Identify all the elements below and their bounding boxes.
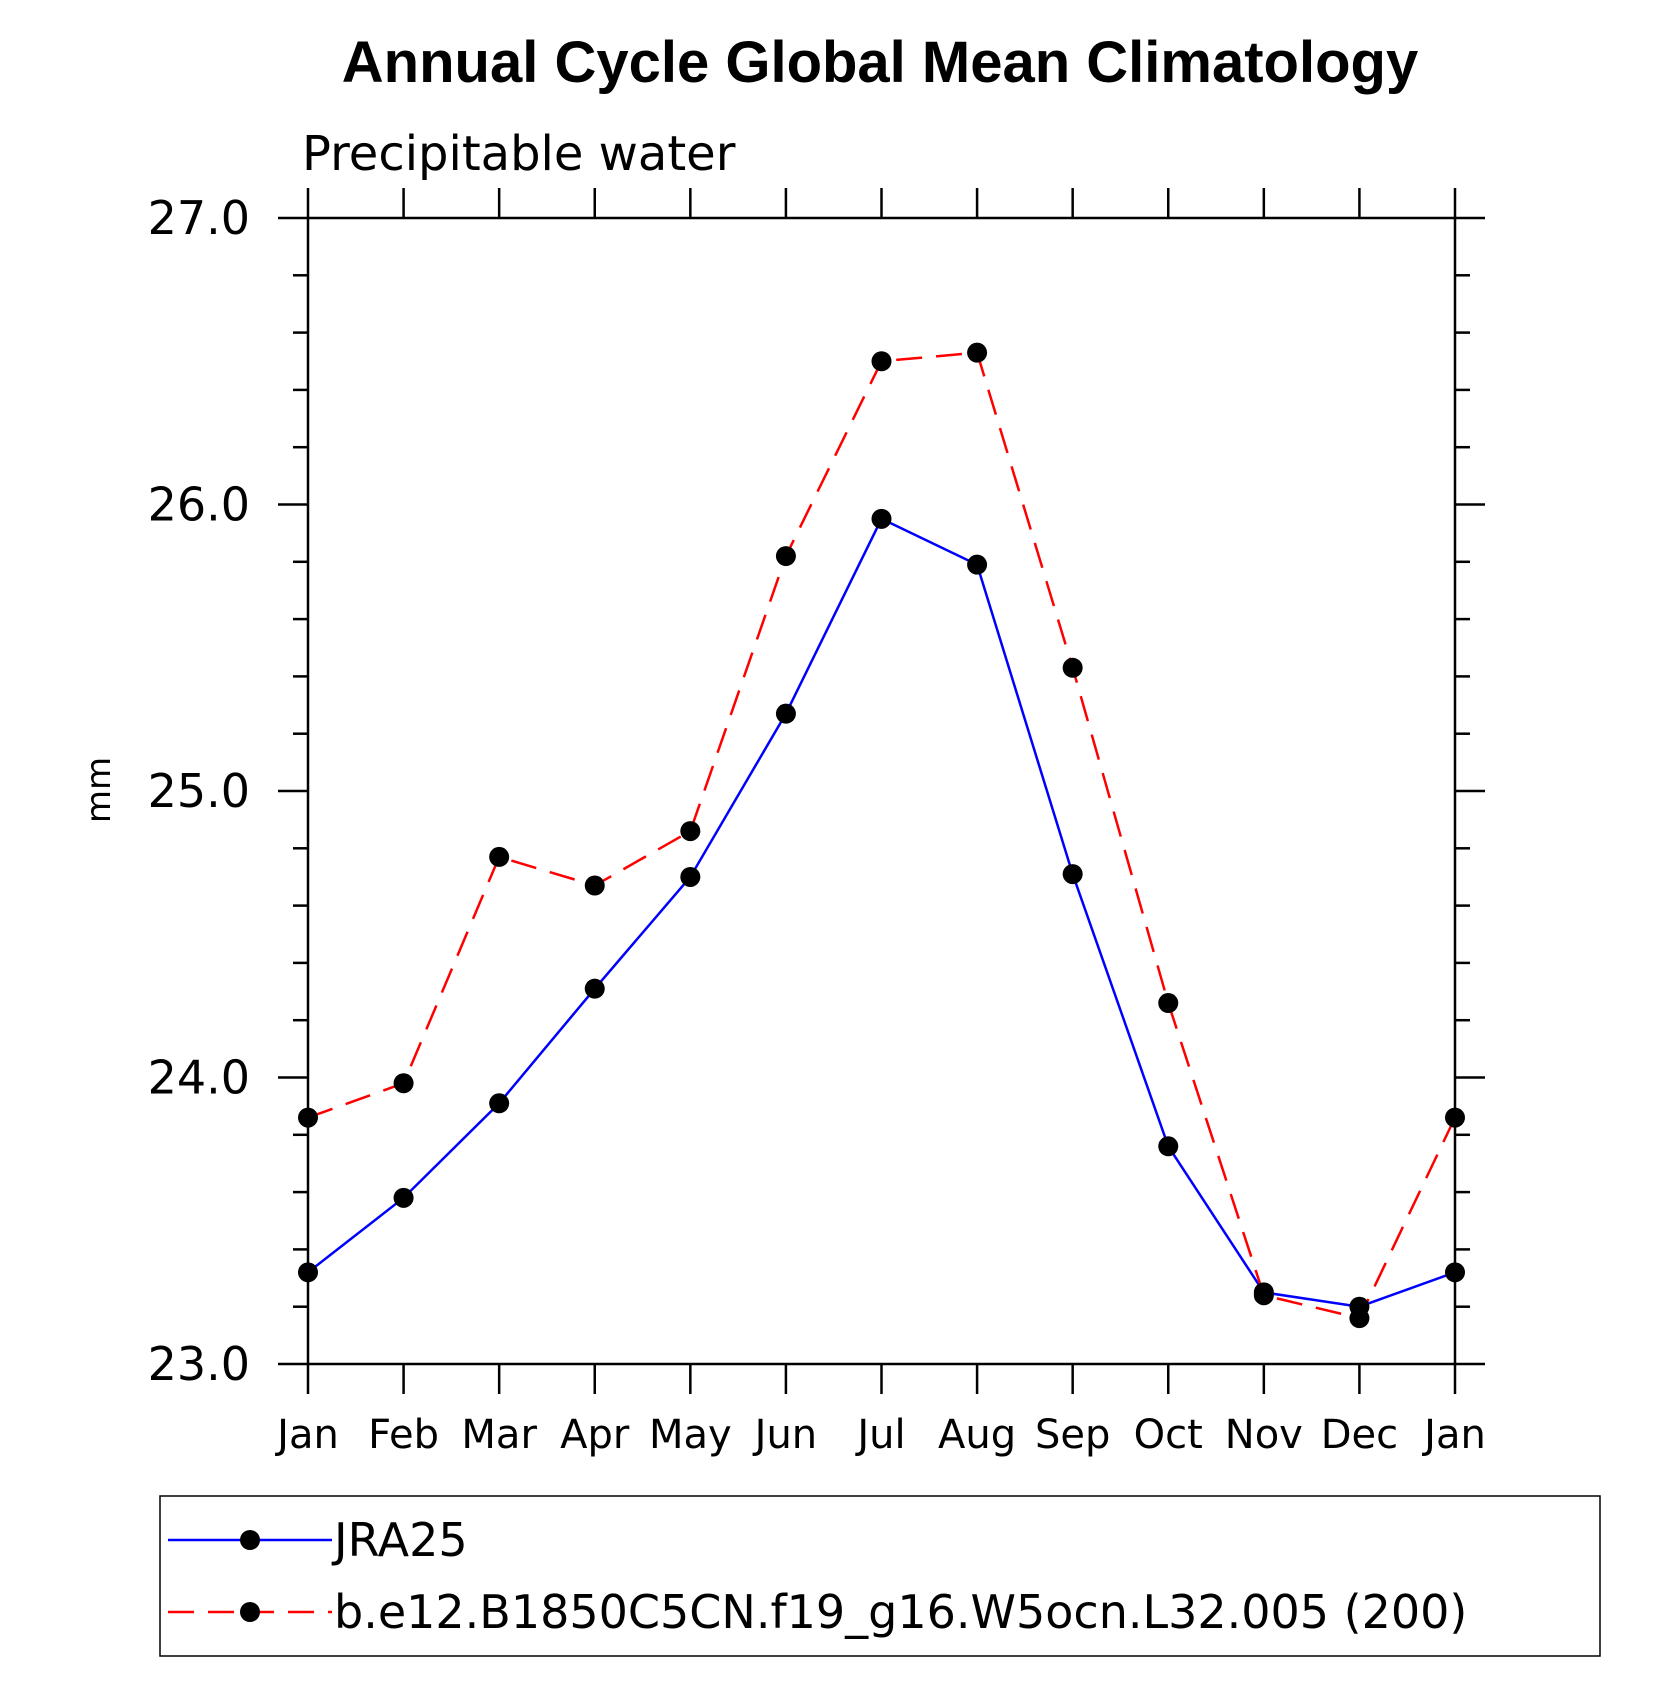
x-tick-label: Jan <box>1421 1412 1486 1458</box>
series-line-0 <box>307 517 1456 1308</box>
series-1-point <box>680 821 701 842</box>
y-tick-label: 25.0 <box>148 764 250 818</box>
series-0-point <box>1062 864 1083 885</box>
series-1-point <box>393 1073 414 1094</box>
x-tick-label: Sep <box>1035 1412 1110 1458</box>
chart-title: Annual Cycle Global Mean Climatology <box>342 30 1418 95</box>
series-0-point <box>489 1093 510 1114</box>
legend-label-0: JRA25 <box>331 1513 468 1567</box>
series-layer <box>298 342 1465 1329</box>
y-axis-label: mm <box>79 757 119 823</box>
x-tick-label: Mar <box>461 1412 537 1458</box>
series-0-point <box>775 703 796 724</box>
chart-subtitle: Precipitable water <box>302 126 736 182</box>
series-1-point <box>871 351 892 372</box>
series-1-point <box>298 1107 318 1128</box>
x-tick-label: Nov <box>1225 1412 1303 1458</box>
series-1-point <box>1062 657 1083 678</box>
legend-box <box>159 1495 1601 1657</box>
legend-label-1: b.e12.B1850C5CN.f19_g16.W5ocn.L32.005 (2… <box>334 1585 1467 1639</box>
legend: JRA25 b.e12.B1850C5CN.f19_g16.W5ocn.L32.0… <box>168 1513 1467 1639</box>
x-tick-label: Dec <box>1321 1412 1398 1458</box>
series-1-point <box>967 342 988 363</box>
plot-frame <box>306 216 1457 1366</box>
series-0-point <box>298 1262 318 1283</box>
series-0-point <box>967 554 988 575</box>
x-tick-label: Apr <box>560 1412 630 1458</box>
series-1-point <box>1253 1285 1274 1306</box>
y-tick-label: 26.0 <box>148 478 250 532</box>
x-tick-label: Jan <box>274 1412 339 1458</box>
series-0-point <box>584 978 605 999</box>
x-tick-label: Feb <box>368 1412 439 1458</box>
x-tick-label: Jul <box>854 1412 905 1458</box>
series-1-point <box>775 546 796 567</box>
series-line-1 <box>307 351 1457 1320</box>
axis-ticks: Jan Feb Mar Apr May Jun Jul Aug Sep Oct Nov Dec Jan 2… <box>148 188 1486 1458</box>
series-1-point <box>1445 1107 1465 1128</box>
x-tick-label: Aug <box>938 1412 1016 1458</box>
series-0-point <box>1158 1136 1179 1157</box>
series-1-point <box>489 846 510 867</box>
y-tick-label: 27.0 <box>148 191 250 245</box>
legend-marker-0 <box>240 1530 260 1550</box>
series-0-point <box>680 866 701 887</box>
x-tick-label: Oct <box>1134 1412 1203 1458</box>
y-tick-label: 23.0 <box>148 1337 250 1391</box>
x-tick-label: May <box>649 1412 732 1458</box>
y-tick-label: 24.0 <box>148 1051 250 1105</box>
series-0-point <box>871 508 892 529</box>
series-1-point <box>1158 993 1179 1014</box>
series-1-point <box>1349 1308 1370 1329</box>
series-1-point <box>584 875 605 896</box>
series-0-point <box>1445 1262 1465 1283</box>
series-0-point <box>393 1187 414 1208</box>
x-tick-label: Jun <box>752 1412 818 1458</box>
legend-marker-1 <box>240 1602 260 1622</box>
